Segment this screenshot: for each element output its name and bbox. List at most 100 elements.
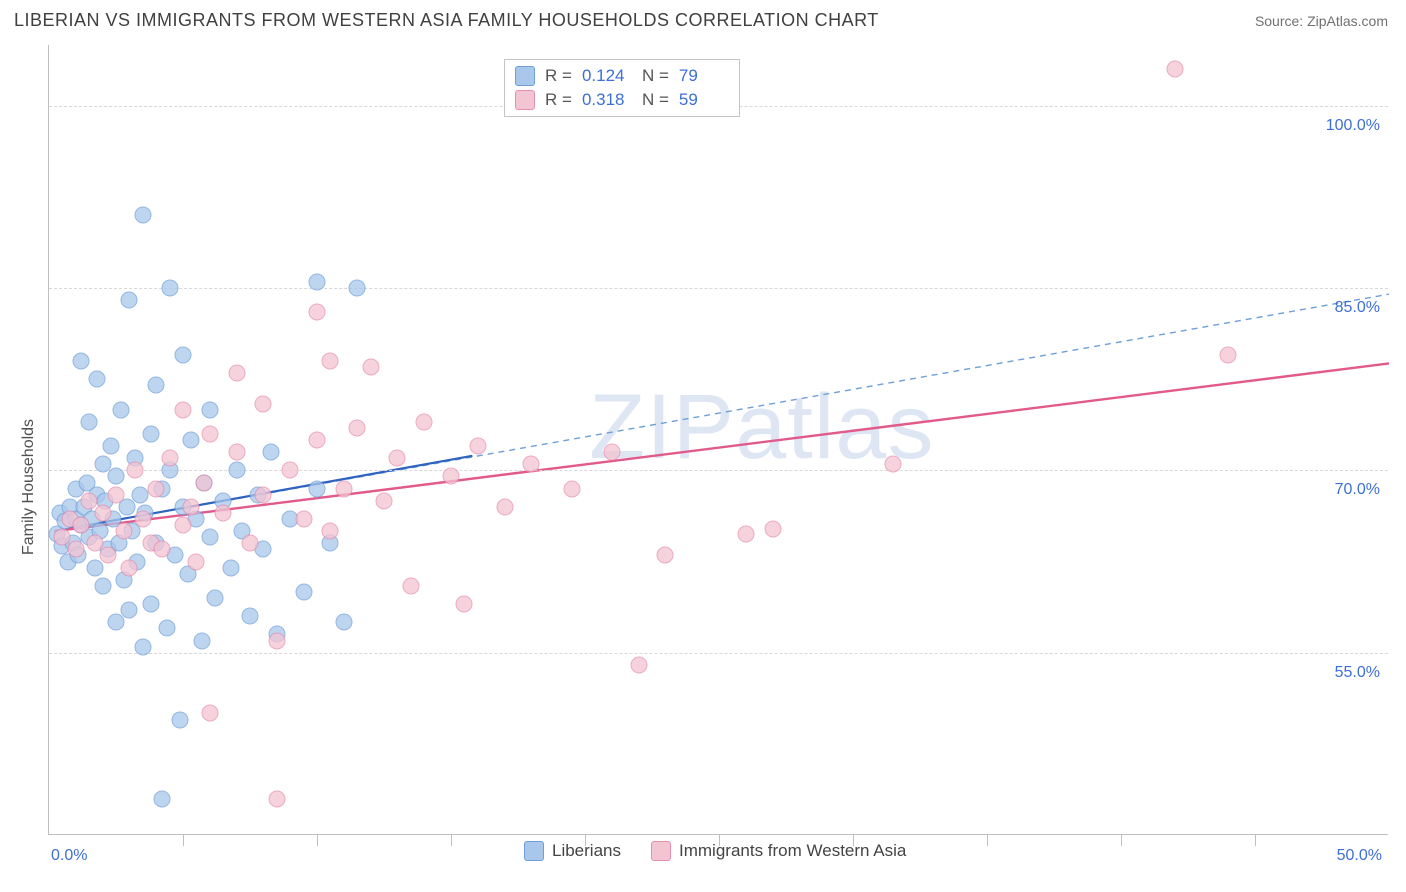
scatter-point [268, 790, 285, 807]
watermark: ZIPatlas [589, 375, 934, 480]
y-axis-label: Family Households [20, 419, 38, 555]
scatter-point [207, 590, 224, 607]
legend-row: R = 0.124 N = 79 [515, 64, 729, 88]
scatter-point [402, 577, 419, 594]
scatter-point [193, 632, 210, 649]
legend-n-label: N = [642, 66, 669, 86]
scatter-point [201, 425, 218, 442]
scatter-point [255, 395, 272, 412]
scatter-point [630, 656, 647, 673]
scatter-point [121, 292, 138, 309]
legend-swatch [651, 841, 671, 861]
scatter-point [228, 462, 245, 479]
gridline-h [49, 653, 1388, 654]
scatter-point [73, 517, 90, 534]
scatter-point [126, 462, 143, 479]
scatter-point [175, 401, 192, 418]
scatter-point [175, 346, 192, 363]
scatter-point [228, 444, 245, 461]
scatter-point [242, 535, 259, 552]
x-tick [183, 834, 184, 846]
scatter-point [161, 280, 178, 297]
scatter-point [456, 596, 473, 613]
y-tick-label: 100.0% [1326, 117, 1380, 135]
scatter-point [188, 553, 205, 570]
scatter-point [142, 596, 159, 613]
scatter-point [113, 401, 130, 418]
scatter-point [349, 419, 366, 436]
legend-swatch [515, 90, 535, 110]
x-tick [1255, 834, 1256, 846]
scatter-point [121, 602, 138, 619]
scatter-point [201, 529, 218, 546]
gridline-h [49, 288, 1388, 289]
legend-n-value: 79 [679, 66, 729, 86]
scatter-point [228, 365, 245, 382]
scatter-point [196, 474, 213, 491]
chart-source: Source: ZipAtlas.com [1255, 13, 1388, 29]
scatter-point [263, 444, 280, 461]
scatter-point [99, 547, 116, 564]
legend-row: R = 0.318 N = 59 [515, 88, 729, 112]
legend-series-label: Immigrants from Western Asia [679, 841, 906, 861]
scatter-point [89, 371, 106, 388]
scatter-point [295, 583, 312, 600]
chart-container: Family Households ZIPatlas 55.0%70.0%85.… [0, 35, 1406, 883]
y-tick-label: 70.0% [1335, 481, 1380, 499]
scatter-point [443, 468, 460, 485]
scatter-point [469, 438, 486, 455]
scatter-point [523, 456, 540, 473]
legend-n-label: N = [642, 90, 669, 110]
legend-series-label: Liberians [552, 841, 621, 861]
scatter-point [295, 511, 312, 528]
scatter-point [215, 504, 232, 521]
scatter-point [657, 547, 674, 564]
legend-r-value: 0.124 [582, 66, 632, 86]
x-tick [1121, 834, 1122, 846]
scatter-point [148, 480, 165, 497]
scatter-point [67, 541, 84, 558]
scatter-point [161, 450, 178, 467]
scatter-point [81, 413, 98, 430]
scatter-point [102, 438, 119, 455]
legend-n-value: 59 [679, 90, 729, 110]
legend-swatch [515, 66, 535, 86]
scatter-point [153, 790, 170, 807]
scatter-point [94, 577, 111, 594]
scatter-point [142, 425, 159, 442]
scatter-point [134, 207, 151, 224]
scatter-point [282, 462, 299, 479]
scatter-point [309, 480, 326, 497]
scatter-point [322, 353, 339, 370]
y-tick-label: 55.0% [1335, 664, 1380, 682]
scatter-point [175, 517, 192, 534]
scatter-point [201, 401, 218, 418]
scatter-point [309, 304, 326, 321]
x-tick [451, 834, 452, 846]
scatter-point [603, 444, 620, 461]
scatter-point [496, 498, 513, 515]
x-tick [987, 834, 988, 846]
scatter-point [134, 511, 151, 528]
scatter-point [183, 432, 200, 449]
legend-r-value: 0.318 [582, 90, 632, 110]
scatter-point [153, 541, 170, 558]
gridline-h [49, 470, 1388, 471]
scatter-point [86, 559, 103, 576]
x-tick-label: 0.0% [51, 847, 87, 865]
scatter-point [158, 620, 175, 637]
scatter-point [737, 525, 754, 542]
scatter-point [132, 486, 149, 503]
chart-header: LIBERIAN VS IMMIGRANTS FROM WESTERN ASIA… [0, 0, 1406, 35]
scatter-point [885, 456, 902, 473]
scatter-point [116, 523, 133, 540]
scatter-point [349, 280, 366, 297]
scatter-point [242, 608, 259, 625]
scatter-point [322, 523, 339, 540]
scatter-point [389, 450, 406, 467]
scatter-point [183, 498, 200, 515]
scatter-point [223, 559, 240, 576]
scatter-point [255, 486, 272, 503]
scatter-point [121, 559, 138, 576]
scatter-point [1220, 346, 1237, 363]
